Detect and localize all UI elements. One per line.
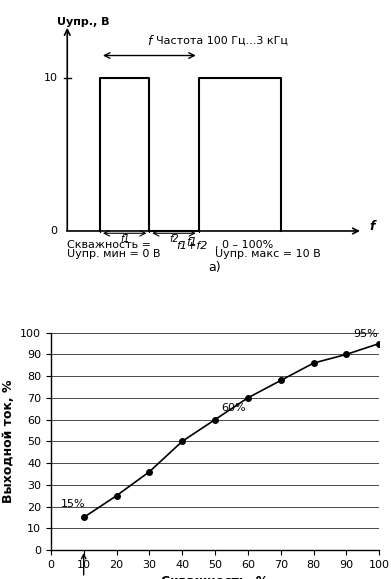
Text: Uупр., В: Uупр., В bbox=[57, 17, 110, 27]
Text: f: f bbox=[147, 35, 152, 48]
Text: f1: f1 bbox=[120, 234, 129, 244]
Text: 0: 0 bbox=[50, 226, 57, 236]
Text: f: f bbox=[369, 220, 375, 233]
Text: Скважность =: Скважность = bbox=[67, 240, 155, 250]
Text: , 0 – 100%: , 0 – 100% bbox=[215, 240, 273, 250]
Text: Uупр. макс = 10 В: Uупр. макс = 10 В bbox=[215, 250, 321, 259]
Text: 15%: 15% bbox=[61, 499, 85, 509]
Text: а): а) bbox=[209, 261, 221, 274]
Text: f2: f2 bbox=[169, 234, 179, 244]
X-axis label: Скважность, %: Скважность, % bbox=[161, 576, 269, 579]
Text: 10: 10 bbox=[43, 74, 57, 83]
Text: f1: f1 bbox=[187, 237, 197, 247]
Text: f1+f2: f1+f2 bbox=[176, 241, 208, 251]
Text: 95%: 95% bbox=[353, 329, 378, 339]
Text: Частота 100 Гц...3 кГц: Частота 100 Гц...3 кГц bbox=[156, 35, 287, 45]
Text: 11%: 11% bbox=[72, 554, 96, 579]
Text: 60%: 60% bbox=[222, 403, 246, 413]
Text: Uупр. мин = 0 В: Uупр. мин = 0 В bbox=[67, 250, 161, 259]
Y-axis label: Выходной ток, %: Выходной ток, % bbox=[2, 380, 14, 503]
